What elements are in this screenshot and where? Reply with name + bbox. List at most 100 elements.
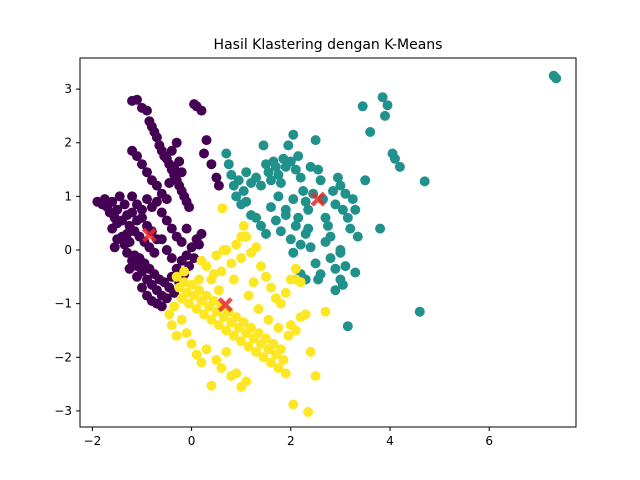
cluster-1-point [223,159,234,170]
cluster-0-point [161,215,172,226]
cluster-0-point [142,167,152,178]
cluster-0-point [122,228,133,239]
cluster-1-point [238,186,249,196]
cluster-0-point [156,301,167,312]
cluster-0-point [156,234,167,245]
cluster-1-point [305,161,316,172]
cluster-2-point [199,309,209,320]
cluster-1-point [288,194,299,205]
cluster-2-point [261,271,271,282]
cluster-1-point [394,161,405,172]
cluster-1-point [551,73,562,84]
cluster-2-point [238,220,249,231]
cluster-0-point [196,228,207,239]
cluster-0-point [174,156,185,167]
cluster-2-point [238,317,249,328]
cluster-1-point [340,188,351,199]
cluster-2-point [191,304,202,314]
cluster-1-point [273,191,284,202]
cluster-0-point [181,223,192,234]
cluster-1-point [261,228,271,239]
cluster-1-point [270,161,281,172]
cluster-1-point [226,169,237,180]
cluster-1-point [266,202,276,213]
cluster-1-point [295,172,306,183]
y-tick-label: 0 [64,243,72,257]
cluster-2-point [275,344,286,355]
cluster-1-point [300,196,311,207]
cluster-0-point [122,247,133,258]
x-tick-label: 6 [485,434,493,448]
cluster-0-point [127,207,138,218]
cluster-1-point [313,274,324,285]
x-axis: −2 0 2 4 6 [84,427,493,448]
cluster-0-point [161,293,172,304]
cluster-1-point [330,199,341,210]
cluster-1-point [342,321,353,332]
cluster-2-point [280,287,291,298]
cluster-1-point [285,234,296,245]
cluster-1-point [288,247,299,258]
cluster-0-point [107,223,118,234]
cluster-2-point [171,330,182,341]
x-tick-label: 2 [287,434,295,448]
cluster-1-point [251,172,262,183]
cluster-1-point [342,212,353,223]
cluster-0-point [166,223,177,234]
cluster-2-point [261,333,271,344]
cluster-1-point [298,186,309,196]
cluster-2-point [194,285,204,296]
cluster-2-point [256,261,266,272]
cluster-1-point [263,167,274,178]
cluster-0-point [166,253,177,264]
cluster-0-point [171,137,182,148]
cluster-0-point [184,202,195,213]
cluster-2-point [231,368,242,379]
centroids-layer [141,191,326,313]
cluster-2-point [243,341,254,352]
cluster-1-point [419,176,430,187]
cluster-2-point [273,363,284,373]
cluster-2-point [186,338,197,349]
cluster-2-point [181,328,192,339]
chart-title: Hasil Klastering dengan K-Means [214,37,443,53]
cluster-0-point [142,194,152,205]
cluster-1-point [347,194,358,205]
cluster-2-point [320,306,331,317]
cluster-2-point [241,376,252,387]
cluster-0-point [166,145,177,156]
cluster-1-point [390,153,400,164]
cluster-1-point [310,258,321,269]
cluster-0-point [119,199,130,210]
cluster-2-point [184,298,195,309]
cluster-2-point [290,325,301,336]
cluster-2-point [253,304,264,314]
cluster-0-point [112,204,123,215]
cluster-2-point [213,320,224,331]
cluster-0-point [127,191,138,202]
y-tick-label: 3 [64,82,72,96]
cluster-1-point [221,148,232,159]
cluster-2-point [290,274,301,285]
x-tick-label: −2 [84,434,102,448]
cluster-2-point [221,325,232,336]
cluster-2-point [290,263,301,274]
cluster-1-point [414,306,425,317]
y-tick-label: −2 [54,350,72,364]
cluster-2-point [231,239,242,250]
cluster-2-point [300,309,311,320]
cluster-1-point [290,164,301,175]
cluster-2-point [213,285,224,296]
cluster-2-point [263,314,274,325]
cluster-0-point [196,105,207,116]
cluster-0-point [137,204,147,215]
cluster-0-point [181,250,192,261]
cluster-2-point [169,301,180,312]
cluster-1-point [266,175,276,186]
cluster-1-point [328,186,338,196]
cluster-1-point [246,210,257,221]
cluster-0-point [156,207,167,218]
cluster-0-point [137,282,147,293]
cluster-1-point [231,191,242,202]
